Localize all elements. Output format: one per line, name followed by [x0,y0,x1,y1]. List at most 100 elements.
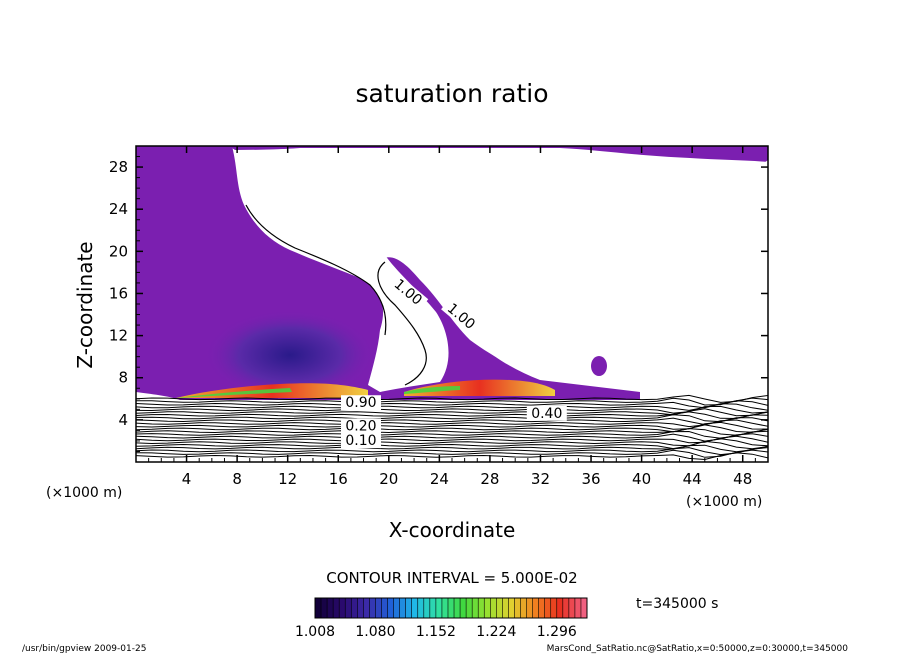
contour-label-bg [340,433,381,449]
contour-line [136,397,768,406]
colorbar-cell [441,598,449,618]
colorbar-tick-label: 1.296 [537,624,577,640]
colorbar-cell [556,598,564,618]
footer-left: /usr/bin/gpview 2009-01-25 [22,644,146,654]
contour-line [136,435,768,444]
contour-line [136,394,768,403]
colorbar-cell [405,598,413,618]
y-tick-label: 28 [109,158,128,176]
colorbar-cell [466,598,473,618]
colorbar-cell [478,598,485,618]
colorbar-cell [472,598,479,618]
colorbar-cell [574,598,582,618]
x-tick-label: 28 [480,470,499,488]
colorbar-tick-label: 1.080 [355,624,395,640]
x-tick-label: 48 [733,470,752,488]
time-label: t=345000 s [636,596,718,612]
contour-1-00-b [245,204,387,336]
colorbar-cell [508,598,515,618]
contour-label-bg [387,273,429,311]
x-tick-label: 8 [232,470,242,488]
colorbar-cell [496,598,503,618]
x-tick-label: 16 [329,470,348,488]
layer-right [404,379,555,396]
y-tick-label: 16 [109,284,128,302]
contour-label-bg [340,418,381,434]
contour-line [136,421,768,430]
contour-line [136,452,768,461]
contour-line [136,414,768,423]
subsaturated-region [235,148,768,388]
contour-line [136,430,768,439]
contour-line [136,424,768,433]
colorbar-cell [321,598,328,618]
colorbar-frame [314,597,588,619]
contour-line [136,440,768,450]
colorbar-cell [532,598,540,618]
x-tick-label: 24 [430,470,449,488]
colorbar-cell [429,598,437,618]
colorbar-cell [381,598,388,618]
colorbar-cell [526,598,533,618]
colorbar-tick-label: 1.152 [416,624,456,640]
x-tick-label: 20 [379,470,398,488]
x-tick-label: 36 [581,470,600,488]
y-tick-label: 4 [118,411,128,429]
y-axis-label: Z-coordinate [73,241,97,368]
chart-title: saturation ratio [355,79,548,108]
y-axis-ticks: 4 8 12 16 20 24 28 [109,156,768,452]
contour-line [136,403,768,411]
contour-label: 0.10 [345,433,376,449]
contour-line [136,447,768,456]
plot-area [136,146,768,461]
colorbar-cell [454,598,461,618]
footer-right: MarsCond_SatRatio.nc@SatRatio,x=0:50000,… [547,644,849,654]
x-unit-label: (×1000 m) [686,494,762,510]
colorbar-cell [357,598,364,618]
contour-line [136,444,768,453]
contour-label-bg [340,395,381,411]
colorbar-cell [351,598,358,618]
x-axis-label: X-coordinate [389,518,516,542]
colorbar-cell [333,598,340,618]
y-tick-label: 24 [109,200,128,218]
colorbar-cell [460,598,467,618]
contour-line [136,400,768,409]
colorbar-cell [345,598,352,618]
contour-line [136,449,768,458]
contour-label-bg [441,297,482,335]
contour-line [136,438,768,447]
layer-left-green [176,388,292,398]
colorbar-cell [387,598,394,618]
x-tick-label: 44 [683,470,702,488]
colorbar-cell [423,598,431,618]
contour-label-bg [526,405,567,421]
colorbar-cell [490,598,497,618]
colorbar-tick-label: 1.224 [476,624,516,640]
colorbar-cell [520,598,527,618]
contour-label: 0.20 [345,418,376,434]
contour-line [136,428,768,436]
contour-line [136,405,768,414]
colorbar-cell [447,598,455,618]
colorbar-cell [435,598,443,618]
colorbar-cell [580,598,588,618]
colorbar-cell [502,598,509,618]
contour-line [136,419,768,428]
x-axis-ticks: 4 8 12 16 20 24 28 32 36 40 44 48 [148,146,756,488]
colorbar-cell [538,598,546,618]
colorbar-ticks: 1.008 1.080 1.152 1.224 1.296 [295,624,577,640]
contour-line [136,408,768,417]
y-unit-label: (×1000 m) [46,485,122,501]
colorbar-cell [417,598,425,618]
contour-label: 0.40 [531,406,562,422]
isolated-blob [591,356,607,376]
colorbar-cell [363,598,370,618]
colorbar-cell [399,598,407,618]
layer-right-green [404,386,460,394]
colorbar-cell [393,598,401,618]
contour-1-00-a [377,261,427,386]
x-tick-label: 4 [182,470,192,488]
y-tick-label: 8 [118,369,128,387]
